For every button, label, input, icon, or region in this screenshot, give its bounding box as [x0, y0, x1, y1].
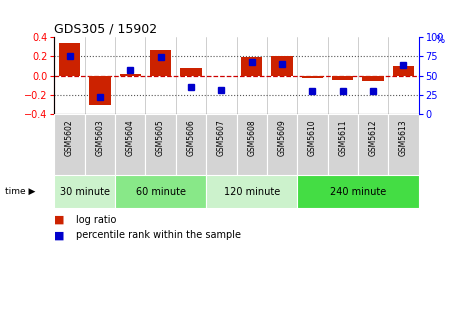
Bar — [54, 175, 115, 208]
Text: GSM5607: GSM5607 — [217, 119, 226, 156]
Text: 120 minute: 120 minute — [224, 186, 280, 197]
Bar — [332, 76, 353, 80]
Text: GSM5611: GSM5611 — [338, 119, 347, 156]
Text: GSM5603: GSM5603 — [96, 119, 105, 156]
Bar — [59, 43, 80, 76]
Bar — [115, 175, 206, 208]
Text: GSM5602: GSM5602 — [65, 119, 74, 156]
Bar — [272, 56, 293, 76]
Text: GSM5612: GSM5612 — [368, 119, 377, 156]
Text: GSM5604: GSM5604 — [126, 119, 135, 156]
Bar — [393, 66, 414, 76]
Bar — [120, 74, 141, 76]
Text: time ▶: time ▶ — [5, 187, 35, 196]
Text: GDS305 / 15902: GDS305 / 15902 — [54, 23, 158, 36]
Bar — [241, 57, 263, 76]
Y-axis label: %: % — [436, 35, 445, 45]
Text: GSM5610: GSM5610 — [308, 119, 317, 156]
Text: GSM5609: GSM5609 — [278, 119, 287, 156]
Text: percentile rank within the sample: percentile rank within the sample — [76, 230, 241, 240]
Bar — [115, 114, 146, 175]
Bar — [89, 76, 111, 105]
Text: 60 minute: 60 minute — [136, 186, 185, 197]
Bar — [297, 114, 327, 175]
Bar — [145, 114, 176, 175]
Bar — [85, 114, 115, 175]
Text: GSM5606: GSM5606 — [186, 119, 195, 156]
Bar — [150, 50, 171, 76]
Text: 240 minute: 240 minute — [330, 186, 386, 197]
Bar — [297, 175, 419, 208]
Text: ■: ■ — [54, 215, 65, 225]
Bar — [236, 114, 267, 175]
Bar — [180, 68, 201, 76]
Bar — [388, 114, 419, 175]
Text: 30 minute: 30 minute — [60, 186, 110, 197]
Text: ■: ■ — [54, 230, 65, 240]
Text: GSM5605: GSM5605 — [156, 119, 165, 156]
Bar — [267, 114, 297, 175]
Bar — [206, 114, 236, 175]
Text: GSM5608: GSM5608 — [247, 119, 256, 156]
Bar — [327, 114, 358, 175]
Text: GSM5613: GSM5613 — [399, 119, 408, 156]
Bar — [176, 114, 206, 175]
Text: log ratio: log ratio — [76, 215, 116, 225]
Bar — [206, 175, 297, 208]
Bar — [358, 114, 388, 175]
Bar — [54, 114, 85, 175]
Bar — [362, 76, 384, 81]
Bar — [302, 76, 323, 79]
